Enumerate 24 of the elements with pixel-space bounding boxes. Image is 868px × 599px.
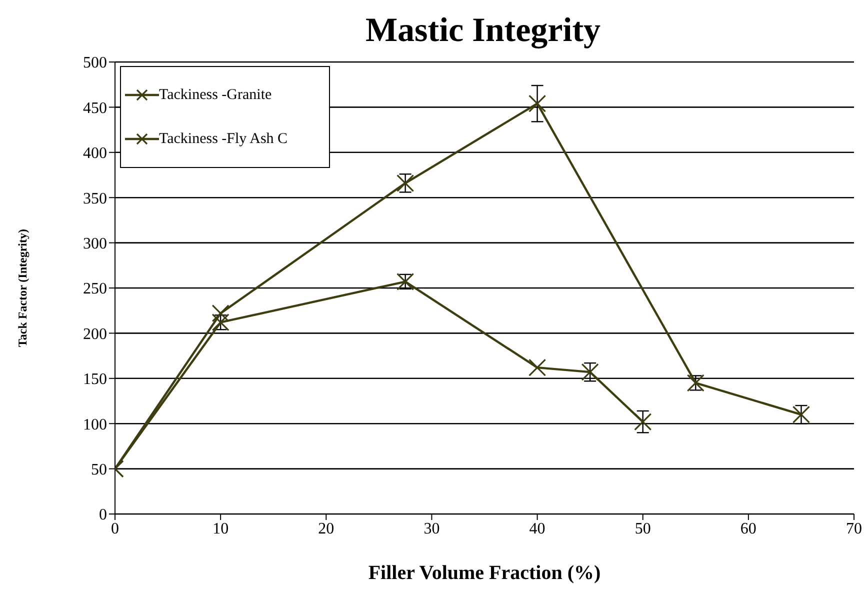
y-tick-label: 400 [83,145,107,162]
chart-title: Mastic Integrity [364,11,602,51]
legend-label: Tackiness -Granite [159,86,272,104]
x-tick-label: 30 [424,520,440,538]
y-tick-label: 200 [83,326,107,343]
x-tick-label: 50 [634,520,651,538]
legend-label: Tackiness -Fly Ash C [159,130,288,148]
y-tick-label: 250 [83,280,107,298]
y-tick-label: 150 [83,371,107,388]
x-tick-label: 40 [529,520,546,538]
x-tick-label: 0 [111,520,119,538]
x-tick-label: 60 [740,520,756,538]
y-tick-label: 0 [99,506,107,524]
y-tick-label: 450 [83,100,107,117]
y-tick-label: 50 [91,461,107,478]
x-tick-label: 20 [318,520,334,538]
x-tick-label: 70 [846,520,862,538]
x-tick-label: 10 [212,520,229,538]
y-tick-label: 300 [83,235,107,252]
y-tick-label: 500 [83,54,107,72]
y-tick-label: 100 [83,416,107,434]
x-axis-title: Filler Volume Fraction (%) [368,562,601,584]
y-axis-title: Tack Factor (Integrity) [15,229,30,347]
y-tick-label: 350 [83,190,107,208]
